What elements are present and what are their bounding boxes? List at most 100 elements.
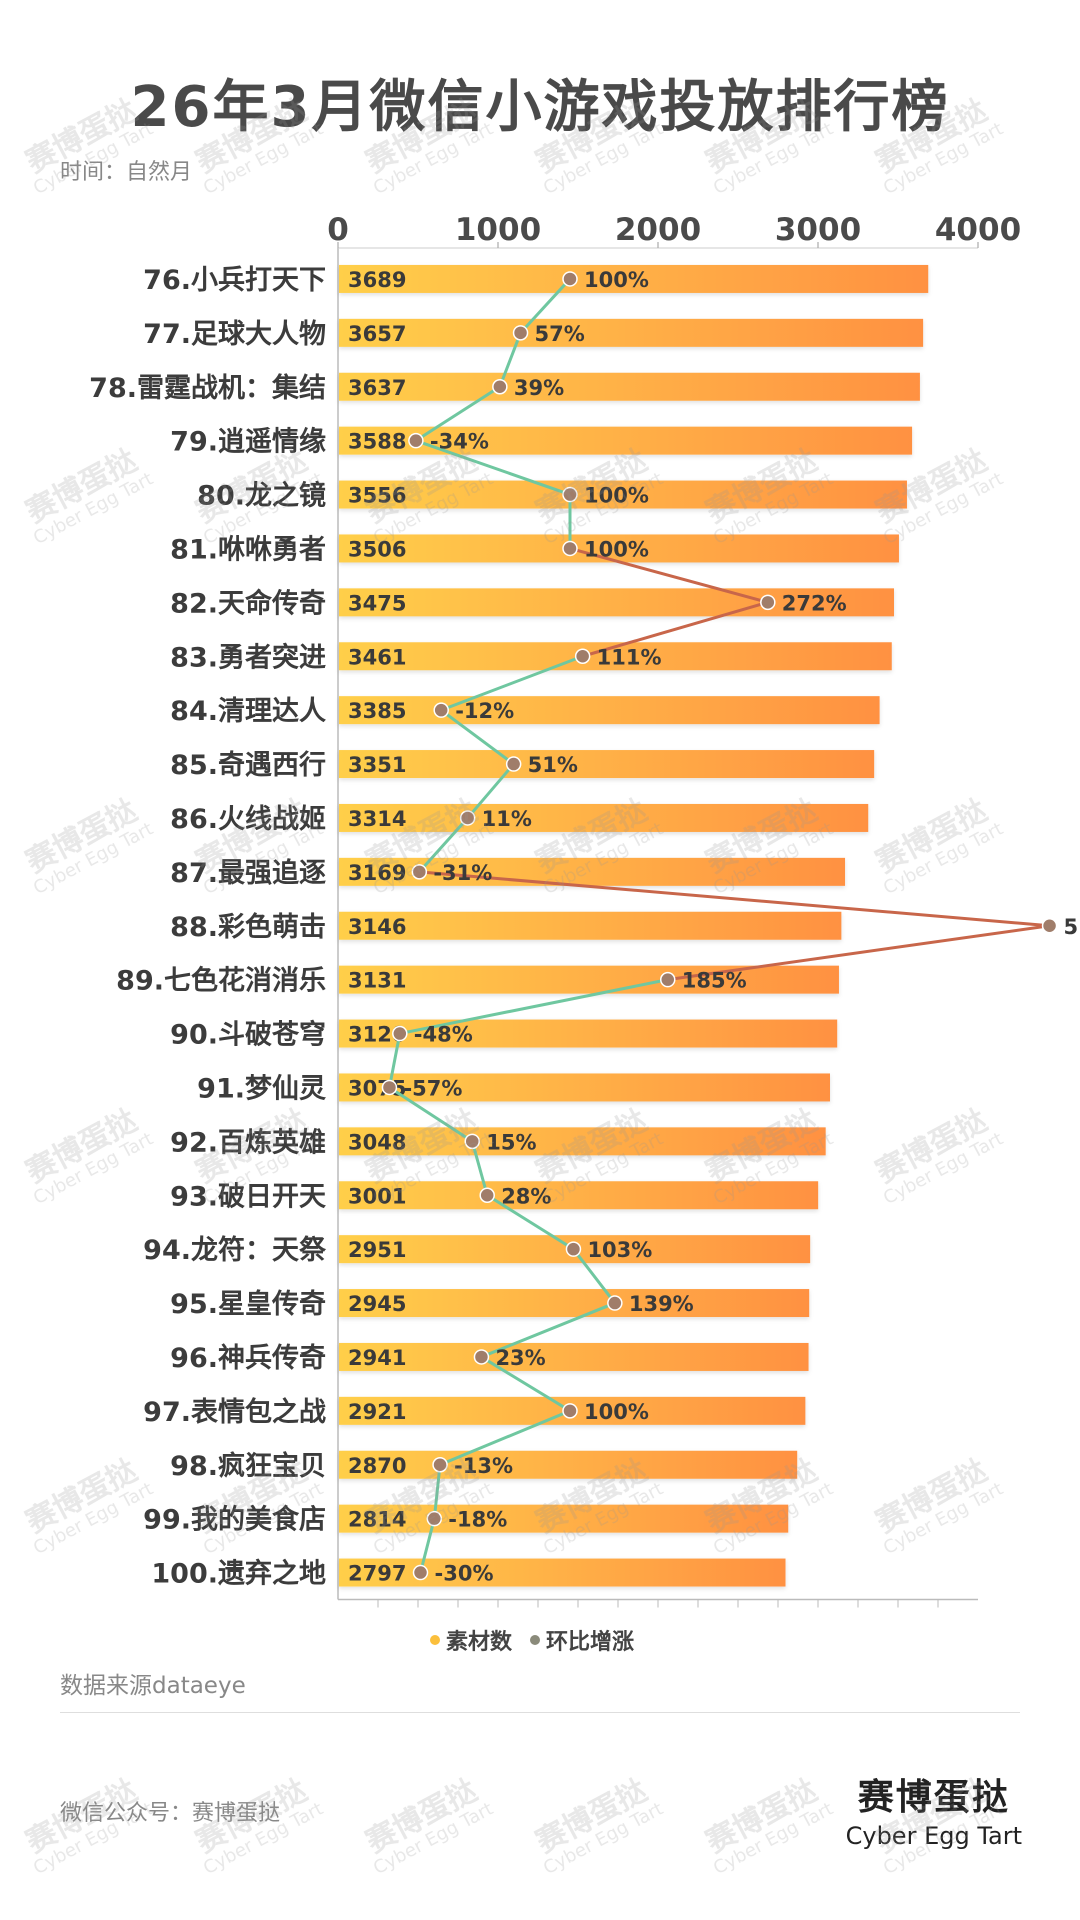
- growth-point: [392, 1025, 408, 1042]
- growth-line-segment: [414, 385, 502, 443]
- growth-point: [1041, 918, 1058, 934]
- bar-value-label: 3588: [348, 430, 406, 454]
- brand-name-en: Cyber Egg Tart: [845, 1822, 1022, 1850]
- growth-label: -12%: [455, 699, 514, 723]
- category-label: 80.龙之镜: [197, 480, 326, 512]
- data-source: 数据来源dataeye: [60, 1673, 246, 1699]
- growth-point: [505, 756, 522, 772]
- growth-point: [412, 1564, 429, 1581]
- growth-line-segment: [519, 277, 572, 335]
- growth-label: 517%: [1064, 915, 1080, 939]
- bar-value-label: 3385: [348, 699, 406, 723]
- growth-line-segment: [438, 1409, 572, 1467]
- category-label: 95.星皇传奇: [170, 1289, 326, 1320]
- bar-value-label: 3314: [348, 807, 406, 831]
- growth-point: [426, 1510, 443, 1527]
- legend-item-materials: 素材数: [430, 1624, 512, 1656]
- bar-value-label: 3131: [348, 969, 406, 993]
- bar-value-label: 3556: [348, 484, 406, 508]
- growth-label: -18%: [448, 1508, 507, 1532]
- growth-label: 139%: [629, 1292, 694, 1316]
- growth-point: [512, 325, 529, 341]
- category-label: 97.表情包之战: [143, 1396, 326, 1428]
- bar: [339, 750, 875, 779]
- bar-value-label: 2941: [348, 1346, 406, 1370]
- growth-point: [574, 648, 591, 664]
- bar-line-chart: 0 1000 2000 3000 4000 76.小兵打天下77.足球大人物78.雷霆战…: [89, 212, 1080, 1608]
- growth-label: 103%: [587, 1238, 652, 1262]
- growth-label: 28%: [501, 1184, 551, 1208]
- bar-value-label: 3351: [348, 753, 406, 777]
- divider: [60, 1712, 1020, 1713]
- growth-label: 57%: [535, 322, 585, 346]
- watermark: 赛博蛋挞 Cyber Egg Tart: [530, 1773, 667, 1879]
- growth-point: [381, 1079, 398, 1096]
- growth-line-segment: [439, 654, 585, 712]
- brand-name-cn: 赛博蛋挞: [857, 1777, 1010, 1818]
- bar: [339, 1073, 830, 1102]
- bar-value-label: 2870: [348, 1454, 406, 1478]
- growth-label: 111%: [597, 645, 662, 669]
- growth-line-segment: [571, 1247, 617, 1305]
- bar: [339, 1450, 798, 1479]
- bar-value-label: 2921: [348, 1400, 406, 1424]
- growth-label: -31%: [433, 861, 492, 885]
- growth-label: -57%: [403, 1076, 462, 1100]
- category-label: 99.我的美食店: [143, 1504, 326, 1536]
- growth-point: [562, 486, 578, 503]
- bar-value-label: 2814: [348, 1508, 406, 1532]
- growth-line-segment: [466, 762, 516, 820]
- bar: [339, 588, 894, 617]
- bar-value-label: 3001: [348, 1184, 406, 1208]
- legend-item-growth: 环比增涨: [530, 1624, 634, 1656]
- bar: [339, 1289, 810, 1318]
- growth-label: 100%: [584, 537, 649, 561]
- growth-point: [459, 810, 476, 826]
- category-label: 77.足球大人物: [143, 319, 326, 350]
- growth-line-segment: [432, 1463, 442, 1521]
- watermark: 赛博蛋挞 Cyber Egg Tart: [700, 1773, 837, 1879]
- growth-line-segment: [470, 1139, 489, 1197]
- growth-line-segment: [419, 1517, 436, 1575]
- growth-line-segment: [581, 600, 770, 658]
- legend-label-materials: 素材数: [446, 1630, 513, 1655]
- growth-line-segment: [498, 331, 523, 389]
- growth-line-segment: [398, 978, 670, 1036]
- growth-point: [562, 1403, 578, 1419]
- growth-line-segment: [479, 1301, 617, 1359]
- growth-label: 15%: [486, 1130, 536, 1154]
- bar: [339, 318, 924, 347]
- category-label: 90.斗破苍穹: [170, 1019, 326, 1051]
- growth-point: [562, 540, 578, 557]
- watermark: 赛博蛋挞 Cyber Egg Tart: [360, 1773, 497, 1879]
- growth-point: [760, 594, 776, 611]
- category-label: 89.七色花消消乐: [116, 965, 326, 997]
- growth-line-segment: [387, 1032, 402, 1089]
- category-label: 98.疯狂宝贝: [170, 1450, 326, 1482]
- bar-value-label: 3146: [348, 915, 406, 939]
- bar: [339, 1342, 809, 1371]
- growth-label: -30%: [435, 1562, 494, 1586]
- category-label: 96.神兵传奇: [170, 1343, 326, 1374]
- growth-line-segment: [568, 546, 770, 604]
- legend-dot-materials: [430, 1635, 440, 1645]
- bar: [339, 1019, 838, 1048]
- legend-dot-growth: [530, 1635, 541, 1645]
- bar: [339, 534, 899, 563]
- growth-point: [565, 1241, 582, 1257]
- category-label: 85.奇遇西行: [170, 749, 326, 781]
- growth-label: -48%: [414, 1023, 473, 1047]
- category-label: 83.勇者突进: [170, 641, 326, 673]
- growth-label: 23%: [495, 1346, 545, 1370]
- bar-value-label: 2945: [348, 1292, 406, 1316]
- bar: [339, 803, 869, 832]
- category-label: 79.逍遥情缘: [170, 427, 326, 458]
- category-label: 91.梦仙灵: [197, 1073, 326, 1104]
- category-label: 87.最强追逐: [170, 857, 326, 889]
- growth-point: [432, 1457, 448, 1473]
- category-label: 88.彩色萌击: [170, 911, 326, 943]
- growth-label: 11%: [482, 807, 532, 831]
- chart-legend: 素材数 环比增涨: [430, 1624, 634, 1656]
- bar: [339, 1504, 789, 1533]
- category-label: 76.小兵打天下: [143, 265, 326, 296]
